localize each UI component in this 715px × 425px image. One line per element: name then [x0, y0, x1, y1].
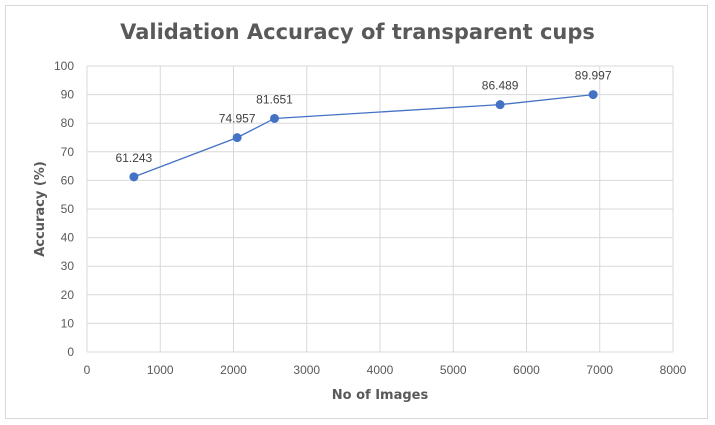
x-tick-label: 8000 — [660, 363, 687, 377]
chart-frame: Validation Accuracy of transparent cups — [5, 5, 708, 419]
x-tick-label: 3000 — [293, 363, 320, 377]
x-axis-title: No of Images — [332, 388, 429, 403]
y-tick-label: 30 — [61, 259, 75, 273]
y-tick-label: 50 — [61, 202, 75, 216]
data-point — [588, 90, 598, 100]
data-label: 61.243 — [116, 151, 153, 165]
y-tick-label: 100 — [54, 59, 74, 73]
x-tick-label: 7000 — [586, 363, 613, 377]
data-point — [495, 100, 505, 110]
data-label: 74.957 — [219, 112, 256, 126]
data-label: 81.651 — [256, 92, 293, 106]
data-point — [270, 113, 280, 123]
y-tick-label: 90 — [61, 88, 75, 102]
data-label: 89.997 — [575, 69, 612, 83]
x-tick-label: 5000 — [440, 363, 467, 377]
y-tick-label: 70 — [61, 145, 75, 159]
x-tick-label: 2000 — [220, 363, 247, 377]
x-tick-label: 4000 — [367, 363, 394, 377]
y-tick-label: 0 — [67, 345, 74, 359]
y-axis-title: Accuracy (%) — [33, 161, 48, 257]
series-line — [133, 93, 594, 178]
y-tick-label: 40 — [61, 231, 75, 245]
data-label: 86.489 — [482, 79, 519, 93]
y-tick-label: 10 — [61, 316, 75, 330]
x-tick-label: 0 — [84, 363, 91, 377]
x-tick-label: 1000 — [147, 363, 174, 377]
chart-title: Validation Accuracy of transparent cups — [120, 20, 595, 44]
y-tick-label: 80 — [61, 116, 75, 130]
data-series — [129, 90, 598, 182]
y-tick-label: 20 — [61, 288, 75, 302]
y-tick-label: 60 — [61, 173, 75, 187]
data-point — [232, 133, 242, 143]
data-point — [129, 172, 139, 182]
x-tick-label: 6000 — [513, 363, 540, 377]
gridlines — [86, 65, 674, 353]
